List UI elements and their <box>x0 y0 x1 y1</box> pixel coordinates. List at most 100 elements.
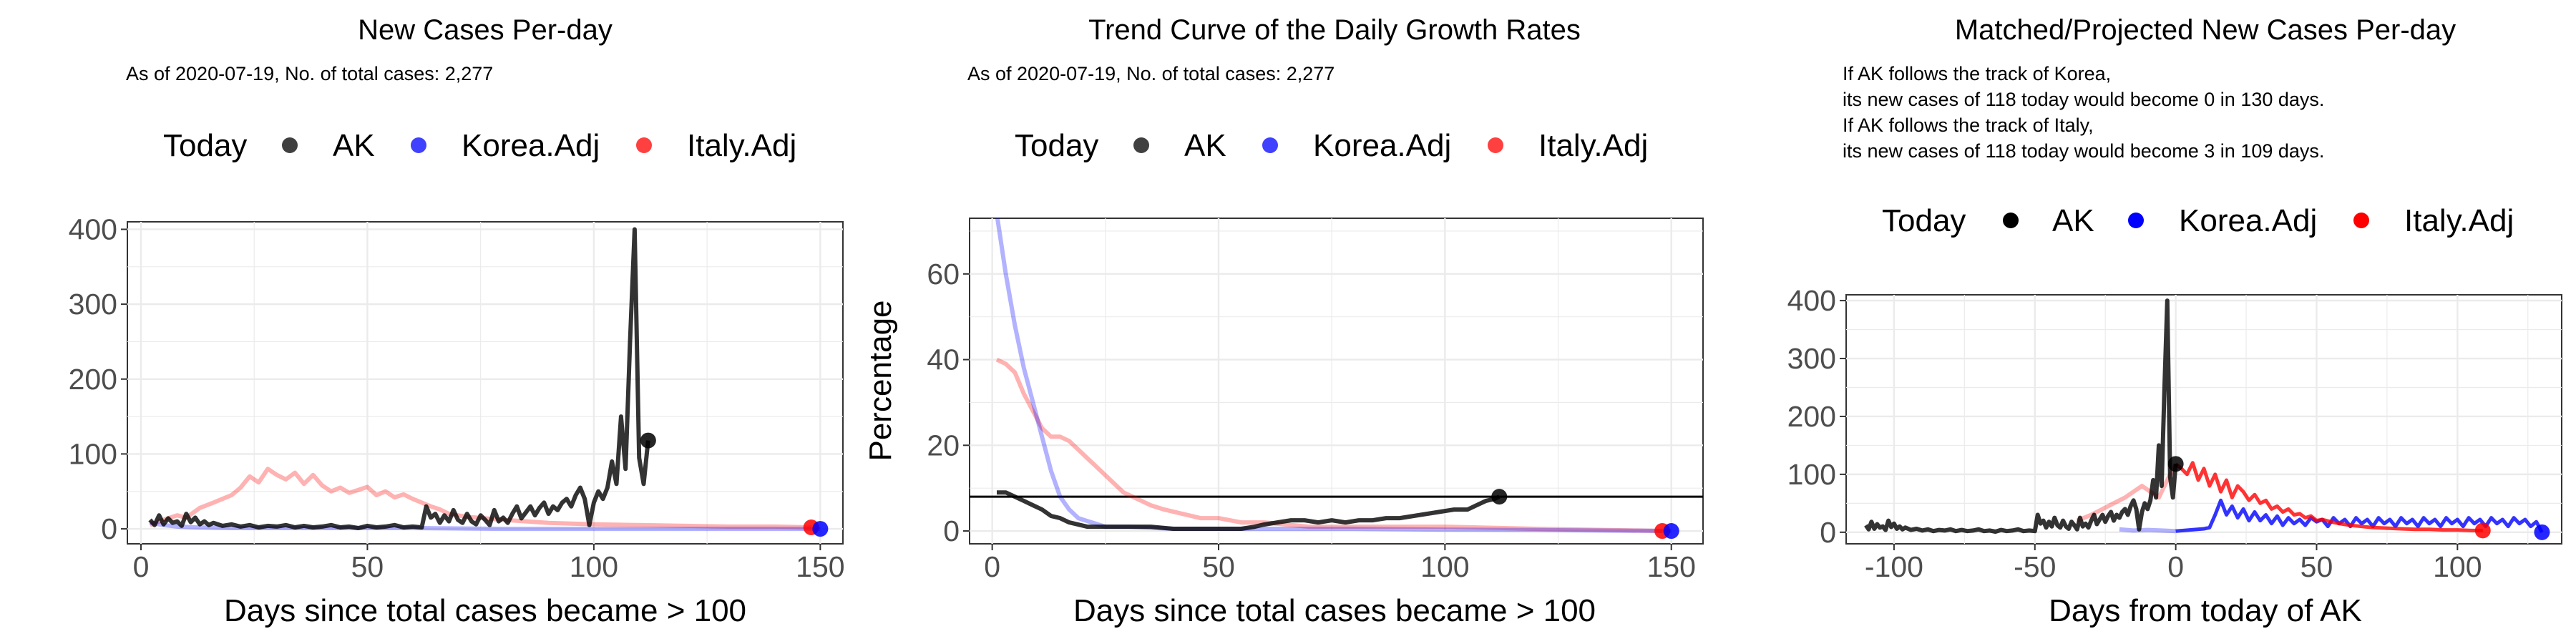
y-tick-label: 40 <box>927 343 960 376</box>
legend-marker-italy <box>636 137 652 153</box>
x-axis-label: Days from today of AK <box>2049 593 2362 628</box>
legend-title: Today <box>1015 128 1098 163</box>
today-point-ak <box>640 432 656 449</box>
y-tick-label: 200 <box>1787 400 1836 433</box>
series-line-ak <box>997 490 1501 531</box>
today-point-korea-adj <box>1663 523 1679 540</box>
legend-marker-italy <box>2353 213 2369 228</box>
today-point-korea-adj <box>812 521 829 537</box>
y-tick-label: 0 <box>101 512 117 545</box>
y-tick-label: 300 <box>1787 342 1836 375</box>
legend-marker-ak <box>282 137 298 153</box>
series-line-ak <box>148 227 650 530</box>
today-point-korea-adj <box>2534 524 2550 540</box>
legend: Today AK Korea.Adj Italy.Adj <box>1882 203 2514 238</box>
axis-ticks: 0 50 100 150 0 20 40 60 <box>927 258 1696 583</box>
x-tick-label: -100 <box>1865 550 1923 583</box>
series-line-ak <box>1864 298 2178 534</box>
legend-marker-korea <box>2128 213 2144 228</box>
plot-area: -100 -50 0 50 100 0 100 200 300 400 <box>1787 284 2562 583</box>
x-axis-label: Days since total cases became > 100 <box>224 593 746 628</box>
series-line-italy-adj <box>2175 461 2483 532</box>
chart-subtitle: As of 2020-07-19, No. of total cases: 2,… <box>126 63 493 84</box>
y-tick-label: 100 <box>69 437 117 470</box>
x-tick-label: 0 <box>2167 550 2184 583</box>
chart-subtitle: As of 2020-07-19, No. of total cases: 2,… <box>967 63 1335 84</box>
series-line-italy-adj <box>2076 462 2178 523</box>
legend-label-ak: AK <box>1184 128 1226 163</box>
legend-marker-italy <box>1488 137 1503 153</box>
legend-label-italy: Italy.Adj <box>687 128 796 163</box>
y-tick-label: 400 <box>69 213 117 245</box>
x-tick-label: 100 <box>1420 550 1469 583</box>
series-line-korea-adj <box>995 218 1672 533</box>
y-tick-label: 60 <box>927 258 960 291</box>
legend-label-italy: Italy.Adj <box>1538 128 1648 163</box>
y-axis-label: Percentage <box>863 300 898 461</box>
legend-title: Today <box>1882 203 1966 238</box>
y-tick-label: 0 <box>943 514 960 547</box>
today-points <box>2167 456 2550 540</box>
legend-marker-korea <box>1262 137 1278 153</box>
legend-marker-ak <box>2003 213 2019 228</box>
y-tick-label: 200 <box>69 363 117 396</box>
x-tick-label: 100 <box>570 550 618 583</box>
plot-area: 0 50 100 150 0 100 200 300 400 <box>69 213 845 583</box>
axis-ticks: -100 -50 0 50 100 0 100 200 300 400 <box>1787 284 2482 583</box>
chart-subtitle-line: its new cases of 118 today would become … <box>1843 89 2324 110</box>
x-tick-label: 100 <box>2433 550 2482 583</box>
plot-panel <box>127 221 844 545</box>
legend-label-korea: Korea.Adj <box>1313 128 1451 163</box>
x-tick-label: 0 <box>984 550 1000 583</box>
legend-label-ak: AK <box>2052 203 2094 238</box>
legend-label-italy: Italy.Adj <box>2404 203 2514 238</box>
x-axis-label: Days since total cases became > 100 <box>1073 593 1596 628</box>
legend-label-korea: Korea.Adj <box>462 128 600 163</box>
legend-marker-ak <box>1133 137 1149 153</box>
legend-marker-korea <box>411 137 426 153</box>
y-tick-label: 300 <box>69 288 117 321</box>
y-tick-label: 400 <box>1787 284 1836 317</box>
chart-title: Trend Curve of the Daily Growth Rates <box>1088 14 1581 46</box>
legend: Today AK Korea.Adj Italy.Adj <box>163 128 796 163</box>
today-points <box>640 432 829 537</box>
plot-panel <box>1845 294 2562 545</box>
legend: Today AK Korea.Adj Italy.Adj <box>1015 128 1648 163</box>
chart-subtitle-line: its new cases of 118 today would become … <box>1843 140 2324 162</box>
y-tick-label: 20 <box>927 429 960 462</box>
plot-area: 0 50 100 150 0 20 40 60 <box>927 218 1703 583</box>
chart-title: Matched/Projected New Cases Per-day <box>1955 14 2456 46</box>
x-tick-label: 50 <box>351 550 384 583</box>
x-tick-label: 0 <box>133 550 150 583</box>
today-point-italy-adj <box>2474 522 2491 539</box>
x-tick-label: -50 <box>2014 550 2056 583</box>
series-lines <box>148 227 821 532</box>
today-points <box>1491 489 1679 540</box>
grid <box>970 218 1703 544</box>
today-point-ak <box>1491 489 1508 505</box>
series-line-italy-adj <box>149 467 811 530</box>
today-point-ak <box>2167 456 2184 472</box>
panel-growth-rates: Trend Curve of the Daily Growth Rates As… <box>863 14 1704 628</box>
grid <box>127 222 843 544</box>
chart-title: New Cases Per-day <box>358 14 613 46</box>
y-tick-label: 0 <box>1820 516 1836 549</box>
x-tick-label: 150 <box>1646 550 1695 583</box>
legend-label-ak: AK <box>333 128 375 163</box>
chart-subtitle-line: If AK follows the track of Korea, <box>1843 63 2111 84</box>
series-line-korea-adj <box>2119 527 2176 534</box>
panel-matched-projected: Matched/Projected New Cases Per-day If A… <box>1787 14 2562 628</box>
axis-ticks: 0 50 100 150 0 100 200 300 400 <box>69 213 845 583</box>
series-lines <box>970 218 1703 533</box>
x-tick-label: 50 <box>1202 550 1235 583</box>
series-line-korea-adj <box>150 520 821 532</box>
plot-panel <box>969 218 1704 545</box>
legend-label-korea: Korea.Adj <box>2179 203 2317 238</box>
legend-title: Today <box>163 128 247 163</box>
chart-subtitle-line: If AK follows the track of Italy, <box>1843 114 2094 136</box>
panel-new-cases: New Cases Per-day As of 2020-07-19, No. … <box>69 14 845 628</box>
x-tick-label: 50 <box>2301 550 2333 583</box>
y-tick-label: 100 <box>1787 458 1836 491</box>
